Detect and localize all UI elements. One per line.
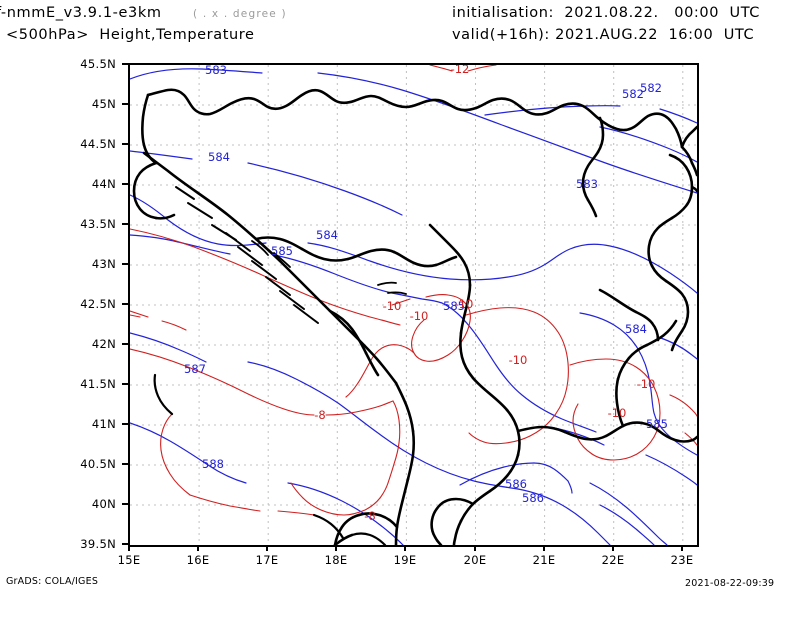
y-axis-label-11: 40N — [91, 497, 116, 511]
grads-credit-label: GrADS: COLA/IGES — [6, 576, 99, 587]
svg-text:584: 584 — [208, 150, 230, 164]
x-tick — [404, 545, 406, 551]
svg-text:584: 584 — [316, 228, 338, 242]
x-tick — [681, 545, 683, 551]
y-tick — [122, 103, 128, 105]
map-plot-frame: 583 582 582 584 583 585 584 585 584 587 … — [128, 63, 699, 547]
y-axis-label-7: 42N — [91, 337, 116, 351]
svg-text:586: 586 — [505, 477, 527, 491]
y-tick — [122, 63, 128, 65]
x-axis-label-1: 16E — [186, 553, 210, 567]
svg-text:586: 586 — [522, 491, 544, 505]
y-tick — [122, 263, 128, 265]
svg-text:-8: -8 — [364, 509, 375, 523]
x-axis-label-3: 18E — [324, 553, 348, 567]
x-axis-label-8: 23E — [670, 553, 694, 567]
svg-text:-12: -12 — [451, 65, 470, 76]
x-tick — [335, 545, 337, 551]
svg-text:-10: -10 — [410, 309, 429, 323]
model-name-label: f-nmmE_v3.9.1-e3km — [0, 5, 162, 21]
generation-timestamp-label: 2021-08-22-09:39 — [685, 578, 775, 589]
svg-text:-10: -10 — [455, 297, 474, 311]
y-axis-label-10: 40.5N — [80, 457, 116, 471]
svg-text:-10: -10 — [383, 299, 402, 313]
y-tick — [122, 143, 128, 145]
y-axis-label-5: 43N — [91, 257, 116, 271]
y-axis-label-3: 44N — [91, 177, 116, 191]
height-contour-labels: 583 582 582 584 583 585 584 585 584 587 … — [184, 65, 668, 505]
y-axis-label-0: 45.5N — [80, 57, 116, 71]
x-axis-label-7: 22E — [601, 553, 625, 567]
y-axis-label-12: 39.5N — [80, 537, 116, 551]
y-axis-label-4: 43.5N — [80, 217, 116, 231]
y-axis-label-6: 42.5N — [80, 297, 116, 311]
y-tick — [122, 223, 128, 225]
x-axis-label-5: 20E — [463, 553, 487, 567]
grid-lines — [130, 65, 697, 545]
x-axis-label-4: 19E — [393, 553, 417, 567]
svg-text:585: 585 — [646, 417, 668, 431]
x-axis-label-6: 21E — [532, 553, 556, 567]
map-plot-area: 583 582 582 584 583 585 584 585 584 587 … — [130, 65, 697, 545]
y-tick — [122, 383, 128, 385]
x-tick — [197, 545, 199, 551]
x-tick — [266, 545, 268, 551]
x-tick — [543, 545, 545, 551]
svg-text:587: 587 — [184, 362, 206, 376]
y-axis-label-9: 41N — [91, 417, 116, 431]
x-axis-label-0: 15E — [117, 553, 141, 567]
svg-text:-8: -8 — [314, 408, 325, 422]
x-tick — [474, 545, 476, 551]
model-units-label: ( . x . degree ) — [193, 8, 287, 20]
y-tick — [122, 543, 128, 545]
svg-text:585: 585 — [271, 244, 293, 258]
x-axis-label-2: 17E — [255, 553, 279, 567]
y-tick — [122, 503, 128, 505]
y-axis-label-1: 45N — [91, 97, 116, 111]
y-tick — [122, 183, 128, 185]
map-outlines — [132, 88, 697, 545]
valid-time-label: valid(+16h): 2021.AUG.22 16:00 UTC — [452, 27, 755, 43]
level-and-variables-label: <500hPa> Height,Temperature — [6, 27, 255, 43]
temperature-contour-labels: -12 -10 -10 -10 -10 -10 -10 -8 -8 — [314, 65, 655, 523]
svg-text:584: 584 — [625, 322, 647, 336]
svg-text:582: 582 — [640, 81, 662, 95]
initialisation-time-label: initialisation: 2021.08.22. 00:00 UTC — [452, 5, 761, 21]
y-tick — [122, 423, 128, 425]
svg-text:588: 588 — [202, 457, 224, 471]
svg-text:-10: -10 — [509, 353, 528, 367]
y-axis-label-8: 41.5N — [80, 377, 116, 391]
y-tick — [122, 343, 128, 345]
x-tick — [128, 545, 130, 551]
y-axis-label-2: 44.5N — [80, 137, 116, 151]
svg-text:583: 583 — [576, 177, 598, 191]
svg-text:-10: -10 — [637, 377, 656, 391]
svg-text:583: 583 — [205, 65, 227, 77]
y-tick — [122, 463, 128, 465]
svg-text:-10: -10 — [608, 406, 627, 420]
x-tick — [612, 545, 614, 551]
height-contours — [130, 68, 697, 545]
y-tick — [122, 303, 128, 305]
svg-text:585: 585 — [443, 299, 465, 313]
svg-text:582: 582 — [622, 87, 644, 101]
